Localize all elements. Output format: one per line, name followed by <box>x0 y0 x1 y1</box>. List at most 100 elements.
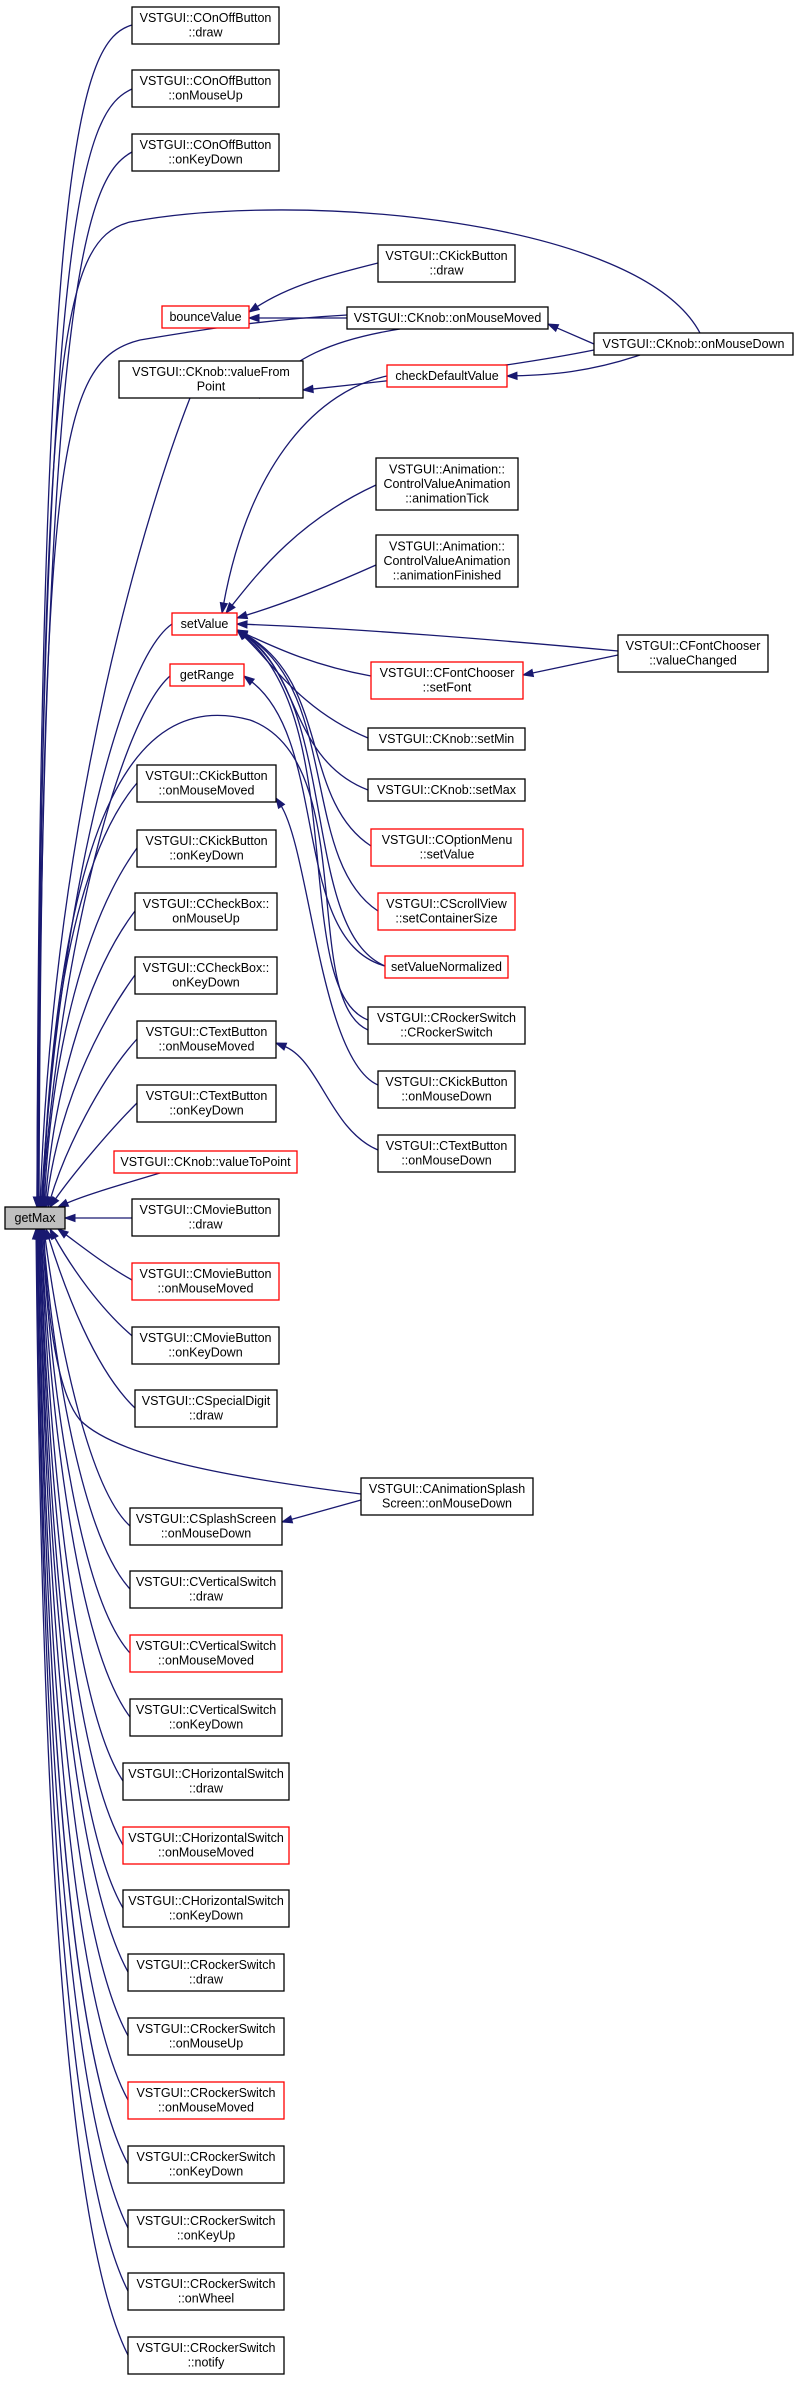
node-kick-keydown[interactable]: VSTGUI::CKickButton::onKeyDown <box>136 829 277 868</box>
edge-line <box>255 262 379 309</box>
edge-line <box>243 633 372 847</box>
node-knob-valuetopoint[interactable]: VSTGUI::CKnob::valueToPoint <box>113 1150 298 1174</box>
node-onoff-keydown[interactable]: VSTGUI::COnOffButton::onKeyDown <box>131 133 280 172</box>
node-box <box>131 1262 280 1301</box>
node-label-line: VSTGUI::CFontChooser <box>626 639 761 653</box>
node-label-line: ::draw <box>188 26 223 40</box>
node-text-mousemoved[interactable]: VSTGUI::CTextButton::onMouseMoved <box>136 1020 277 1059</box>
node-label-line: ::onKeyDown <box>169 849 243 863</box>
edge-line <box>43 1236 362 1495</box>
node-hswitch-mousemoved[interactable]: VSTGUI::CHorizontalSwitch::onMouseMoved <box>122 1826 290 1865</box>
node-rocker-mousemoved[interactable]: VSTGUI::CRockerSwitch::onMouseMoved <box>127 2081 285 2120</box>
node-checkDefaultValue[interactable]: checkDefaultValue <box>386 364 508 388</box>
node-rocker-keydown[interactable]: VSTGUI::CRockerSwitch::onKeyDown <box>127 2145 285 2184</box>
node-label-line: ::draw <box>189 1973 224 1987</box>
node-hswitch-draw[interactable]: VSTGUI::CHorizontalSwitch::draw <box>122 1762 290 1801</box>
node-label-line: ::onMouseMoved <box>158 1846 254 1860</box>
node-label-line: VSTGUI::CTextButton <box>146 1089 268 1103</box>
edge-vswitch_keydown-to-getMax <box>37 1227 131 1718</box>
arrowhead-icon <box>521 668 535 678</box>
node-fontchooser-setfont[interactable]: VSTGUI::CFontChooser::setFont <box>370 661 524 700</box>
edge-line <box>555 326 595 345</box>
arrowhead-icon <box>247 313 260 323</box>
node-knob-setmin[interactable]: VSTGUI::CKnob::setMin <box>367 727 526 751</box>
node-vswitch-draw[interactable]: VSTGUI::CVerticalSwitch::draw <box>129 1570 283 1609</box>
node-knob-setmax[interactable]: VSTGUI::CKnob::setMax <box>367 778 526 802</box>
node-box <box>118 360 304 399</box>
node-kick-mousedown[interactable]: VSTGUI::CKickButton::onMouseDown <box>377 1070 516 1109</box>
edge-kick_mousemoved-to-getMax <box>39 782 138 1209</box>
node-label-line: ::onKeyDown <box>168 1346 242 1360</box>
node-anim-finished[interactable]: VSTGUI::Animation::ControlValueAnimation… <box>375 534 519 588</box>
node-label-line: VSTGUI::CKnob::setMin <box>379 732 515 746</box>
node-label-line: setValue <box>181 617 229 631</box>
node-specialdigit-draw[interactable]: VSTGUI::CSpecialDigit::draw <box>134 1389 278 1428</box>
node-box <box>129 1634 283 1673</box>
node-box <box>127 2209 285 2248</box>
edge-line <box>38 314 348 1200</box>
edge-fontchooser_valuechanged-to-setValue <box>235 620 619 652</box>
node-kick-draw[interactable]: VSTGUI::CKickButton::draw <box>377 244 516 283</box>
node-box <box>171 612 238 636</box>
node-onoff-mouseup[interactable]: VSTGUI::COnOffButton::onMouseUp <box>131 69 280 108</box>
node-label-line: ::animationFinished <box>393 568 501 582</box>
node-hswitch-keydown[interactable]: VSTGUI::CHorizontalSwitch::onKeyDown <box>122 1889 290 1928</box>
edge-checkDefaultValue-to-setValue <box>219 375 388 615</box>
node-rocker-mouseup[interactable]: VSTGUI::CRockerSwitch::onMouseUp <box>127 2017 285 2056</box>
node-box <box>131 133 280 172</box>
node-getRange[interactable]: getRange <box>169 663 245 687</box>
node-movie-keydown[interactable]: VSTGUI::CMovieButton::onKeyDown <box>131 1326 280 1365</box>
node-knob-mousedown[interactable]: VSTGUI::CKnob::onMouseDown <box>593 332 794 356</box>
node-setValue[interactable]: setValue <box>171 612 238 636</box>
node-text-keydown[interactable]: VSTGUI::CTextButton::onKeyDown <box>136 1084 277 1123</box>
node-bounceValue[interactable]: bounceValue <box>161 305 250 329</box>
node-kick-mousemoved[interactable]: VSTGUI::CKickButton::onMouseMoved <box>136 764 277 803</box>
node-rocker-wheel[interactable]: VSTGUI::CRockerSwitch::onWheel <box>127 2272 285 2311</box>
node-vswitch-keydown[interactable]: VSTGUI::CVerticalSwitch::onKeyDown <box>129 1698 283 1737</box>
node-label-line: VSTGUI::CRockerSwitch <box>137 2150 276 2164</box>
node-scrollview-setcontainersize[interactable]: VSTGUI::CScrollView::setContainerSize <box>377 892 516 931</box>
edge-line <box>514 354 641 377</box>
node-box <box>346 306 549 330</box>
node-label-line: VSTGUI::COnOffButton <box>140 138 272 152</box>
node-checkbox-keydown[interactable]: VSTGUI::CCheckBox::onKeyDown <box>134 956 278 995</box>
node-optionmenu-setvalue[interactable]: VSTGUI::COptionMenu::setValue <box>370 828 524 867</box>
edge-line <box>40 623 173 1200</box>
node-label-line: setValueNormalized <box>391 960 502 974</box>
arrowhead-icon <box>275 796 286 810</box>
edge-line <box>36 1236 129 2229</box>
node-onoff-draw[interactable]: VSTGUI::COnOffButton::draw <box>131 6 280 45</box>
node-box <box>161 305 250 329</box>
edge-getRange-to-getMax <box>38 675 171 1209</box>
node-rocker-keyup[interactable]: VSTGUI::CRockerSwitch::onKeyUp <box>127 2209 285 2248</box>
node-checkbox-mouseup[interactable]: VSTGUI::CCheckBox::onMouseUp <box>134 892 278 931</box>
node-text-mousedown[interactable]: VSTGUI::CTextButton::onMouseDown <box>377 1134 516 1173</box>
edge-text_mousedown-to-text_mousemoved <box>274 1042 379 1151</box>
node-getMax[interactable]: getMax <box>4 1206 66 1230</box>
node-rocker-draw[interactable]: VSTGUI::CRockerSwitch::draw <box>127 1953 285 1992</box>
node-label-line: VSTGUI::CKnob::setMax <box>377 783 517 797</box>
node-rocker-notify[interactable]: VSTGUI::CRockerSwitch::notify <box>127 2336 285 2375</box>
node-anim-tick[interactable]: VSTGUI::Animation::ControlValueAnimation… <box>375 457 519 511</box>
node-label-line: ::draw <box>189 1590 224 1604</box>
node-rocker-ctor[interactable]: VSTGUI::CRockerSwitch::CRockerSwitch <box>367 1006 526 1045</box>
node-label-line: VSTGUI::CKnob::valueToPoint <box>120 1155 291 1169</box>
edge-line <box>279 804 379 1086</box>
node-label-line: Point <box>197 380 226 394</box>
node-label-line: VSTGUI::CKickButton <box>145 834 267 848</box>
node-splash-mousedown[interactable]: VSTGUI::CSplashScreen::onMouseDown <box>129 1507 283 1546</box>
node-movie-draw[interactable]: VSTGUI::CMovieButton::draw <box>131 1198 280 1237</box>
node-movie-mousemoved[interactable]: VSTGUI::CMovieButton::onMouseMoved <box>131 1262 280 1301</box>
node-knob-mousemoved[interactable]: VSTGUI::CKnob::onMouseMoved <box>346 306 549 330</box>
node-label-line: VSTGUI::CKickButton <box>385 1075 507 1089</box>
node-label-line: VSTGUI::CMovieButton <box>140 1203 272 1217</box>
node-label-line: ::setFont <box>423 681 472 695</box>
node-vswitch-mousemoved[interactable]: VSTGUI::CVerticalSwitch::onMouseMoved <box>129 1634 283 1673</box>
edge-line <box>36 1236 129 2292</box>
node-label-line: ::draw <box>188 1218 223 1232</box>
edge-anim_tick-to-setValue <box>225 484 377 615</box>
node-fontchooser-valuechanged[interactable]: VSTGUI::CFontChooser::valueChanged <box>617 634 769 673</box>
node-animsplash-mousedown[interactable]: VSTGUI::CAnimationSplashScreen::onMouseD… <box>360 1477 534 1516</box>
node-setValueNormalized[interactable]: setValueNormalized <box>384 955 509 979</box>
